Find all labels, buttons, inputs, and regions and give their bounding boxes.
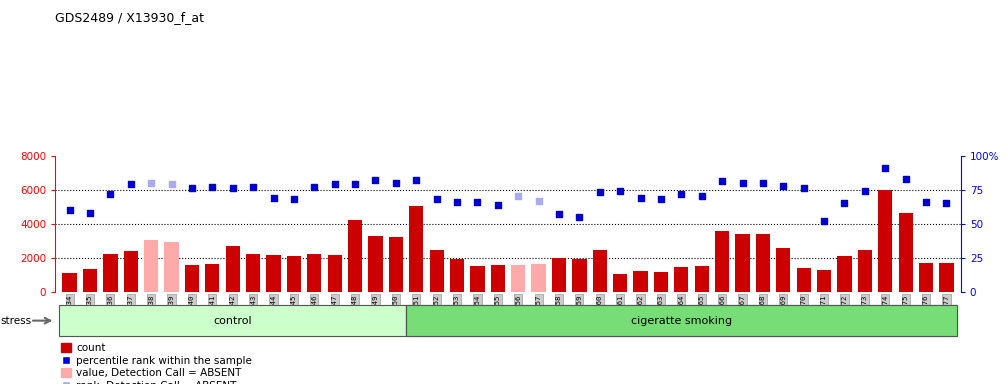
Point [551,211,567,217]
Point [571,214,588,220]
Point [286,196,302,202]
Point [61,207,77,213]
Text: GDS2489 / X13930_f_at: GDS2489 / X13930_f_at [55,12,204,25]
Text: cigeratte smoking: cigeratte smoking [631,316,732,326]
Point [204,184,220,190]
Bar [511,265,525,292]
Bar [940,263,954,292]
Bar [205,264,219,292]
Bar [837,256,852,292]
Point [123,181,139,187]
Bar [858,250,872,292]
Point [184,185,200,191]
Point [224,185,240,191]
Point [816,218,832,224]
Point [754,180,771,186]
Bar [406,305,957,336]
Bar [470,266,485,292]
Point [143,180,159,186]
Point [510,194,526,200]
Bar [797,268,811,292]
Point [408,177,425,183]
Point [714,178,730,184]
Point [103,190,119,197]
Bar [450,258,464,292]
Bar [246,254,261,292]
Point [776,182,792,189]
Point [694,194,710,200]
Bar [777,248,791,292]
Bar [59,305,406,336]
Bar [674,267,688,292]
Point [653,196,669,202]
Bar [654,272,668,292]
Point [388,180,404,186]
Point [164,181,180,187]
Bar [267,255,281,292]
Bar [715,231,729,292]
Bar [62,273,76,292]
Point [734,180,750,186]
Bar [164,242,179,292]
Bar [552,258,566,292]
Point [530,197,546,204]
Point [633,195,649,201]
Point [266,195,282,201]
Point [347,181,363,187]
Bar [409,206,424,292]
Point [449,199,465,205]
Bar [735,234,749,292]
Point [367,177,383,183]
Point [939,200,955,206]
Point [306,184,322,190]
Bar [328,255,342,292]
Bar [430,250,444,292]
Point [327,181,343,187]
Bar [756,234,770,292]
Bar [593,250,607,292]
Bar [531,264,545,292]
Bar [348,220,362,292]
Bar [898,214,912,292]
Bar [225,246,239,292]
Bar [124,251,138,292]
Point [470,199,486,205]
Bar [634,271,648,292]
Point [490,202,506,208]
Text: control: control [213,316,253,326]
Point [612,188,628,194]
Point [429,196,445,202]
Bar [694,266,709,292]
Bar [406,305,957,336]
Bar [287,256,301,292]
Point [673,190,689,197]
Bar [307,254,322,292]
Point [81,210,98,216]
Bar [572,258,586,292]
Legend: count, percentile rank within the sample, value, Detection Call = ABSENT, rank, : count, percentile rank within the sample… [60,343,253,384]
Point [918,199,935,205]
Bar [918,263,934,292]
Point [836,200,852,206]
Point [245,184,262,190]
Bar [388,237,403,292]
Bar [613,274,628,292]
Text: stress: stress [0,316,31,326]
Point [857,188,873,194]
Bar [144,240,158,292]
Point [592,189,608,195]
Bar [104,254,118,292]
Point [877,165,893,171]
Bar [368,237,382,292]
Point [897,175,913,182]
Point [796,185,812,191]
Bar [59,305,406,336]
Bar [878,190,892,292]
Bar [185,265,199,292]
Bar [817,270,831,292]
Bar [491,265,505,292]
Bar [82,269,98,292]
